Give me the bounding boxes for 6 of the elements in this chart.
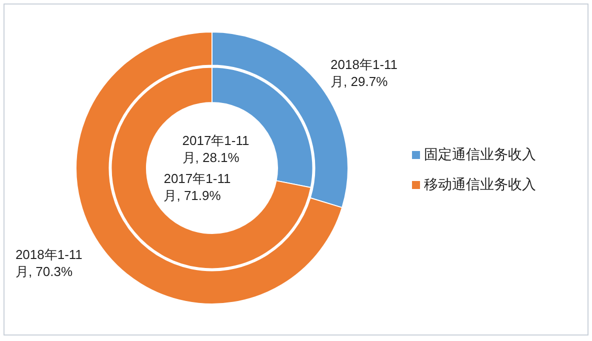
data-label: 2017年1-11月, 71.9%	[164, 170, 232, 204]
data-label: 2018年1-11月, 70.3%	[15, 246, 84, 280]
data-label: 2017年1-11月, 28.1%	[182, 132, 250, 166]
legend-label: 固定通信业务收入	[424, 146, 536, 164]
legend-label: 移动通信业务收入	[424, 176, 536, 194]
data-label: 2018年1-11月, 29.7%	[330, 56, 399, 90]
